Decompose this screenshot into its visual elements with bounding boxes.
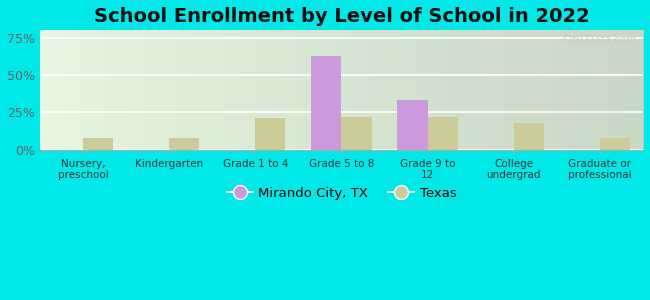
Title: School Enrollment by Level of School in 2022: School Enrollment by Level of School in … — [94, 7, 590, 26]
Legend: Mirando City, TX, Texas: Mirando City, TX, Texas — [221, 182, 462, 205]
Bar — [83, 138, 113, 149]
Bar — [341, 117, 372, 149]
Bar — [169, 138, 200, 149]
Bar — [428, 117, 458, 149]
Bar — [311, 56, 341, 149]
Text: City-Data.com: City-Data.com — [563, 35, 637, 45]
Bar — [514, 123, 544, 149]
Bar — [397, 100, 428, 149]
Bar — [600, 138, 630, 149]
Bar — [255, 118, 285, 149]
